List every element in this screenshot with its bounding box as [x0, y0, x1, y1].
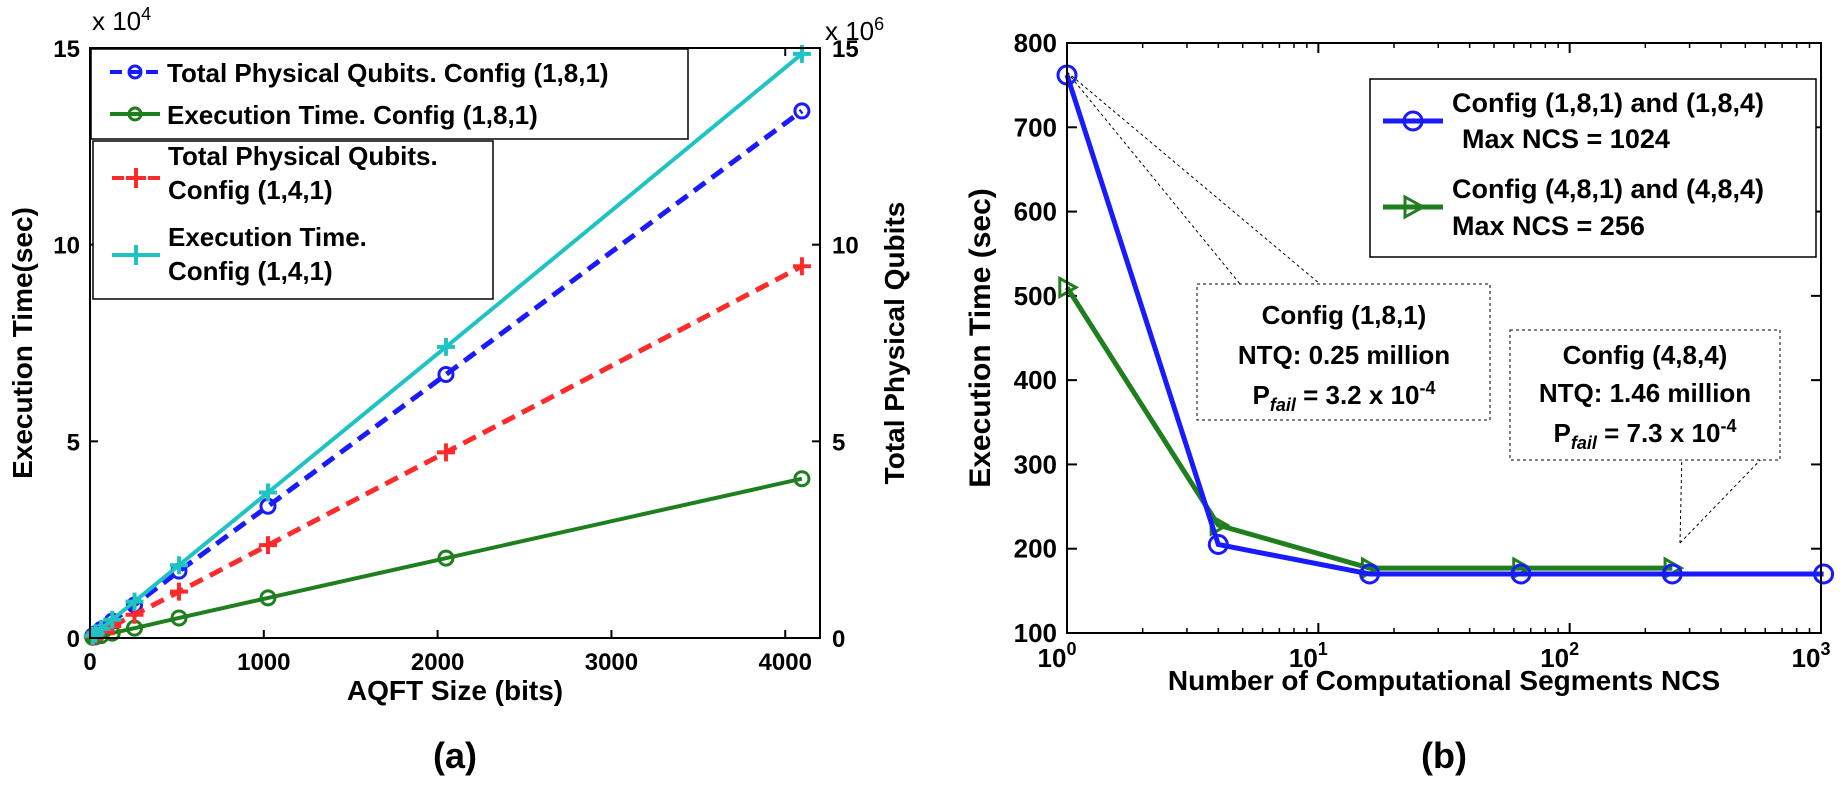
legend-swatch-b-green-marker — [1403, 194, 1427, 220]
chart-a-ylabel-left: Execution Time(sec) — [7, 207, 38, 479]
annotation-2-pfail: Pfail = 7.3 x 10-4 — [1554, 416, 1737, 453]
chart-a-ytick-right-label: 5 — [832, 429, 845, 456]
legend-label-a-1: Execution Time. Config (1,8,1) — [167, 100, 538, 130]
chart-b-annotation-1: Config (1,8,1) NTQ: 0.25 million Pfail =… — [1066, 71, 1491, 421]
chart-b-legend: Config (1,8,1) and (1,8,4) Max NCS = 102… — [1369, 78, 1817, 258]
legend-label-a-3: Execution Time. Config (1,4,1) — [168, 222, 367, 286]
legend-swatch-red-marker — [126, 168, 146, 188]
chart-a-ylabel-right: Total Physical Qubits — [879, 202, 910, 485]
legend-label-b-0: Config (1,8,1) and (1,8,4) — [1452, 88, 1764, 118]
chart-b-ytick-label: 600 — [1014, 197, 1057, 227]
chart-a-frame — [89, 47, 821, 639]
legend-label-b-0-line2: Max NCS = 1024 — [1462, 124, 1670, 154]
chart-b-xlabel: Number of Computational Segments NCS — [1168, 665, 1720, 696]
chart-a-ytick-left-label: 15 — [53, 36, 80, 63]
series-b-0-point — [1510, 563, 1532, 585]
chart-b-ytick-label: 100 — [1014, 618, 1057, 648]
series-a-3-point — [258, 483, 277, 502]
series-a-3-point — [125, 592, 144, 611]
legend-swatch-cyan-marker — [126, 245, 146, 265]
chart-b-ytick-label: 800 — [1014, 28, 1057, 58]
chart-a-ytick-right-label: 10 — [832, 233, 859, 260]
legend-label-a-0: Total Physical Qubits. Config (1,8,1) — [167, 58, 609, 88]
series-a-2-point — [436, 443, 455, 462]
chart-b-frame — [1066, 42, 1822, 634]
legend-label-a-2: Total Physical Qubits. Config (1,4,1) — [168, 141, 438, 205]
chart-b-ytick-label: 400 — [1014, 365, 1057, 395]
series-a-2-point — [258, 536, 277, 555]
chart-b-xtick-label: 102 — [1540, 639, 1579, 673]
annotation-1-line1: Config (1,8,1) — [1262, 300, 1427, 330]
series-b-0-line — [1064, 74, 1824, 577]
series-a-3-point — [436, 337, 455, 356]
chart-a-legend-bottom: Total Physical Qubits. Config (1,4,1) Exe… — [92, 140, 494, 300]
chart-a: 0 1000 2000 3000 4000 0 5 10 15 0 5 10 15 x 104 x 10… — [7, 4, 910, 776]
series-a-1-point — [793, 470, 811, 488]
chart-b-ytick-label: 300 — [1014, 449, 1057, 479]
chart-a-xtick-label: 0 — [83, 649, 96, 676]
chart-b-xtick-label: 103 — [1792, 639, 1831, 673]
series-a-1-point — [259, 589, 277, 607]
legend-label-b-1: Config (4,8,1) and (4,8,4) — [1452, 174, 1764, 204]
annotation-1-pfail: Pfail = 3.2 x 10-4 — [1253, 378, 1436, 415]
series-a-2-point — [169, 582, 188, 601]
chart-b-xtick-label: 100 — [1038, 639, 1077, 673]
series-b-0-point — [1359, 563, 1381, 585]
series-a-3-point — [92, 619, 111, 638]
annotation-1-line2: NTQ: 0.25 million — [1238, 340, 1450, 370]
series-a-0-point — [437, 365, 455, 383]
series-a-1-point — [437, 549, 455, 567]
chart-a-left-exponent: x 104 — [92, 4, 151, 36]
legend-label-b-1-line2: Max NCS = 256 — [1452, 211, 1645, 241]
annotation-2-line2: NTQ: 1.46 million — [1539, 378, 1751, 408]
series-b-0-point — [1813, 563, 1835, 585]
chart-b-xtick-label: 101 — [1289, 639, 1328, 673]
series-a-0-point — [793, 102, 811, 120]
chart-b-ytick-label: 500 — [1014, 281, 1057, 311]
chart-b-annotation-2: Config (4,8,4) NTQ: 1.46 million Pfail =… — [1509, 329, 1781, 544]
series-a-2-point — [792, 257, 811, 276]
chart-b: 100 101 102 103 100 200 300 400 500 600 700 800 Con… — [964, 28, 1835, 776]
chart-a-xtick-label: 1000 — [237, 649, 290, 676]
chart-a-right-exponent: x 106 — [825, 14, 884, 46]
chart-a-ytick-left-label: 0 — [67, 626, 80, 653]
chart-a-xlabel: AQFT Size (bits) — [347, 675, 563, 706]
series-a-3-point — [103, 610, 122, 629]
chart-b-series — [1056, 64, 1835, 585]
chart-a-xtick-label: 2000 — [411, 649, 464, 676]
series-a-3-point — [169, 556, 188, 575]
chart-b-ytick-label: 200 — [1014, 534, 1057, 564]
legend-swatch-b-blue-marker — [1402, 110, 1424, 132]
chart-b-ylabel: Execution Time (sec) — [964, 188, 997, 488]
chart-b-ytick-label: 700 — [1014, 112, 1057, 142]
annotation-2-line1: Config (4,8,4) — [1563, 340, 1728, 370]
chart-a-panel-label: (a) — [433, 735, 477, 776]
chart-a-xtick-label: 4000 — [759, 649, 812, 676]
series-a-1-line — [92, 476, 803, 640]
series-b-1-line — [1064, 286, 1673, 571]
chart-a-ytick-left-label: 10 — [53, 233, 80, 260]
chart-a-ticks: 0 1000 2000 3000 4000 0 5 10 15 0 5 10 15 — [53, 36, 858, 676]
chart-a-series — [83, 44, 811, 646]
legend-swatch-blue-marker — [127, 64, 143, 80]
chart-a-legend-top: Total Physical Qubits. Config (1,8,1) Ex… — [90, 48, 689, 140]
series-b-0-point — [1661, 563, 1683, 585]
chart-a-xtick-label: 3000 — [585, 649, 638, 676]
chart-a-ytick-left-label: 5 — [67, 429, 80, 456]
legend-swatch-green-marker — [127, 106, 143, 122]
series-a-1-point — [170, 609, 188, 627]
chart-b-panel-label: (b) — [1421, 735, 1467, 776]
series-b-0-point — [1207, 534, 1229, 555]
chart-a-ytick-right-label: 15 — [832, 36, 859, 63]
chart-a-ytick-right-label: 0 — [832, 626, 845, 653]
